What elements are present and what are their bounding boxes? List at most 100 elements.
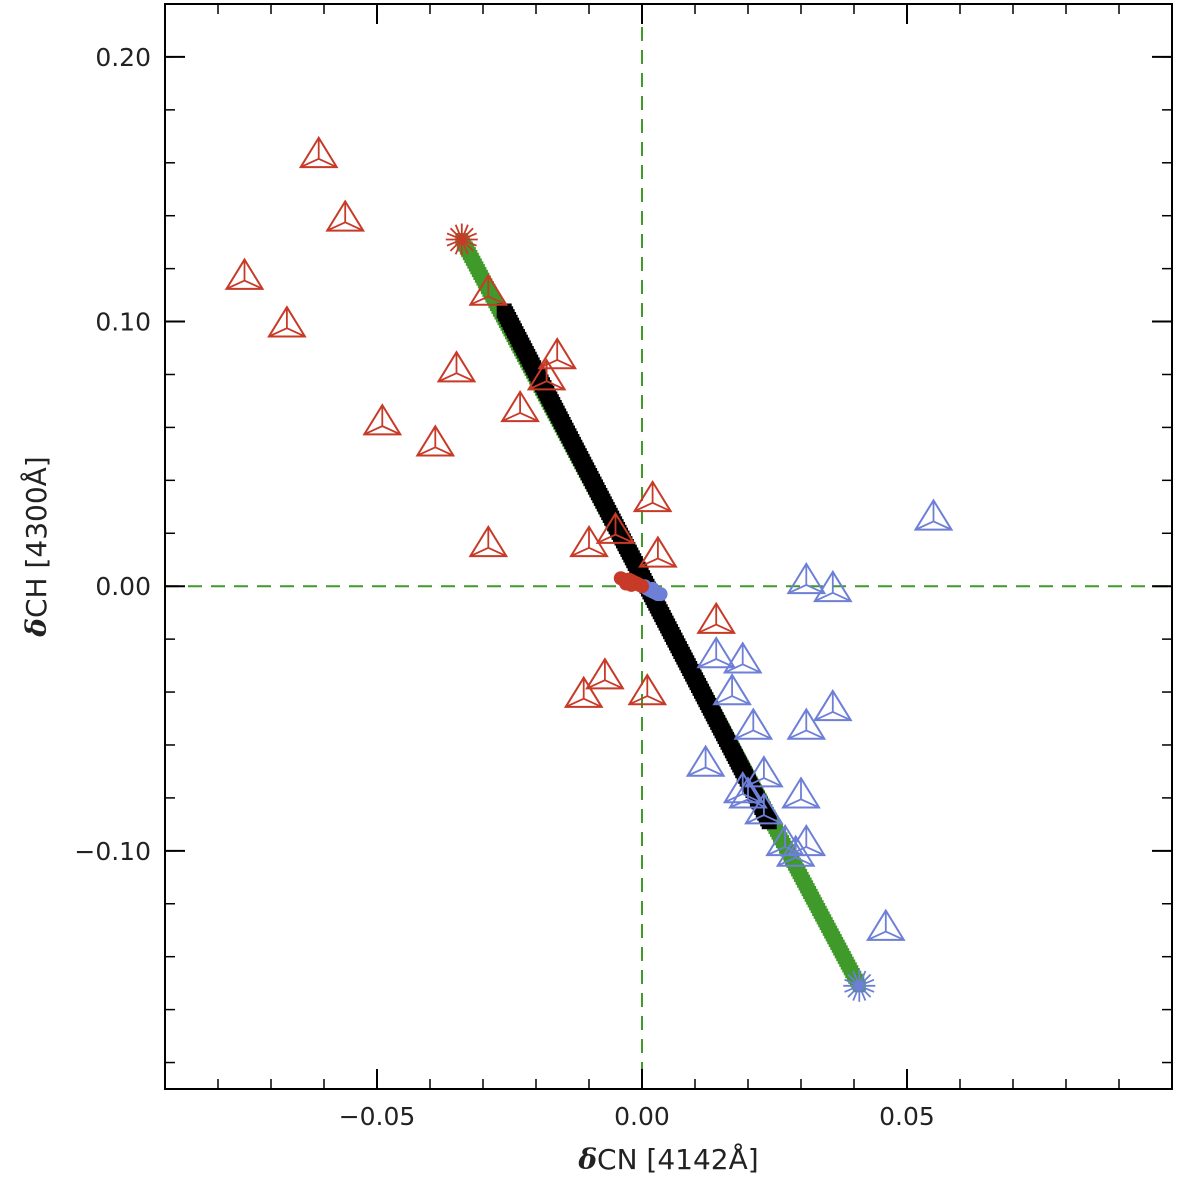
triangle-spoke	[528, 380, 547, 391]
asterisk-ray	[446, 232, 477, 247]
triangle-marker	[325, 199, 365, 232]
triangle-marker	[786, 561, 827, 595]
triangle-outline	[728, 776, 768, 809]
triangle-marker	[866, 908, 906, 941]
triangle-outline	[866, 908, 906, 941]
y-tick-label: −0.10	[74, 837, 151, 866]
triangle-outline	[696, 636, 736, 669]
triangle-marker	[500, 389, 540, 423]
triangle-marker	[468, 273, 509, 306]
triangle-outline	[632, 479, 673, 513]
triangle-marker	[563, 675, 604, 708]
triangle-outline	[638, 535, 678, 568]
triangle-marker	[722, 771, 763, 804]
triangle-outline	[696, 601, 736, 634]
dot-marker	[624, 577, 639, 592]
triangle-spoke	[697, 623, 717, 634]
triangle-outline	[685, 744, 726, 777]
triangle-marker	[632, 479, 673, 513]
triangle-outline	[913, 498, 954, 531]
triangle-outline	[436, 350, 477, 383]
triangle-spoke	[734, 729, 754, 740]
triangle-spoke	[832, 592, 852, 602]
triangle-spoke	[724, 793, 744, 804]
triangle-outline	[362, 403, 403, 436]
plot-frame	[164, 3, 1173, 1090]
triangle-spoke	[745, 814, 765, 825]
triangle-spoke	[326, 221, 346, 232]
asterisk-ray	[844, 978, 875, 993]
triangle-spoke	[800, 798, 820, 809]
dot-marker	[645, 581, 660, 596]
triangle-marker	[468, 524, 509, 558]
triangle-marker	[744, 755, 784, 788]
triangle-spoke	[657, 557, 677, 568]
triangle-spoke	[268, 327, 288, 338]
triangle-outline	[744, 755, 784, 788]
triangle-outline	[526, 358, 567, 391]
triangle-spoke	[697, 658, 717, 669]
triangle-marker	[744, 792, 784, 825]
triangle-marker	[913, 498, 954, 531]
triangle-marker	[696, 601, 736, 634]
triangle-outline	[813, 569, 853, 603]
triangle-spoke	[724, 663, 744, 674]
y-tick-label: 0.20	[95, 43, 151, 72]
triangle-outline	[813, 689, 853, 722]
triangle-spoke	[752, 729, 772, 740]
triangle-marker	[685, 744, 726, 777]
triangle-marker	[722, 641, 763, 674]
triangle-spoke	[933, 520, 952, 531]
triangle-outline	[563, 675, 604, 708]
triangle-spoke	[286, 327, 306, 338]
y-axis-label-symbol: δ	[20, 618, 53, 638]
triangle-spoke	[487, 295, 507, 306]
triangle-spoke	[318, 158, 338, 168]
x-axis-label-text: CN [4142Å]	[597, 1142, 759, 1176]
triangle-spoke	[805, 729, 825, 740]
triangle-outline	[569, 524, 609, 558]
triangle-spoke	[556, 359, 576, 370]
triangle-outline	[468, 273, 509, 306]
triangle-spoke	[787, 729, 807, 740]
triangle-outline	[468, 524, 509, 558]
triangle-spoke	[416, 446, 436, 457]
triangle-spoke	[570, 547, 590, 557]
triangle-outline	[500, 389, 540, 423]
triangle-outline	[712, 673, 752, 706]
triangle-spoke	[546, 380, 565, 391]
triangle-spoke	[244, 279, 263, 290]
triangle-spoke	[745, 777, 765, 788]
triangle-spoke	[731, 695, 751, 706]
asterisk-marker	[445, 223, 478, 256]
triangle-outline	[267, 305, 307, 338]
triangle-spoke	[456, 372, 475, 383]
triangle-spoke	[652, 502, 671, 512]
triangle-marker	[595, 511, 636, 544]
triangle-spoke	[583, 697, 603, 708]
triangle-spoke	[782, 798, 802, 809]
triangle-marker	[733, 707, 774, 740]
triangle-marker	[813, 569, 853, 603]
triangle-marker	[267, 305, 307, 338]
triangle-spoke	[344, 221, 364, 232]
triangle-outline	[786, 707, 827, 740]
triangle-spoke	[615, 533, 634, 544]
triangle-spoke	[634, 502, 653, 512]
triangle-marker	[526, 358, 567, 391]
triangle-marker	[224, 257, 265, 290]
triangle-spoke	[814, 711, 834, 721]
triangle-outline	[595, 511, 636, 544]
triangle-outline	[298, 135, 339, 169]
triangle-spoke	[742, 663, 762, 674]
triangle-spoke	[705, 766, 724, 777]
triangle-outline	[585, 657, 625, 690]
triangle-spoke	[639, 557, 659, 568]
triangle-spoke	[763, 777, 783, 788]
triangle-marker	[775, 834, 816, 867]
triangle-spoke	[300, 158, 320, 168]
x-axis-label: δCN [4142Å]	[577, 1142, 758, 1176]
y-axis-label: δCH [4300Å]	[19, 456, 53, 637]
triangle-spoke	[363, 425, 383, 436]
